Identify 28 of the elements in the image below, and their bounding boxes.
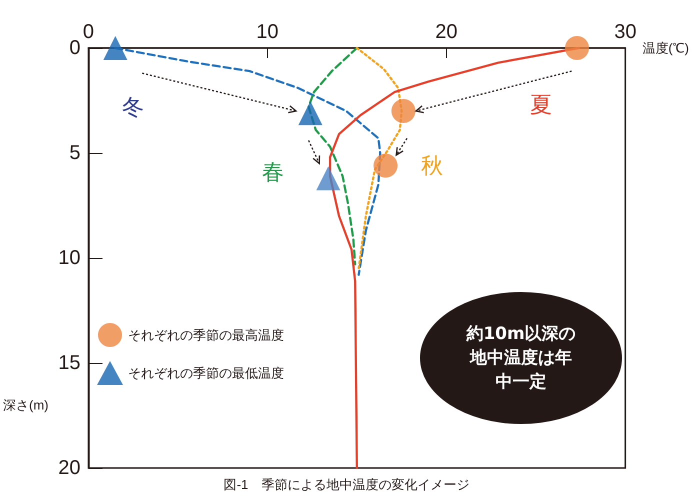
- y-tick-label: 5: [69, 142, 80, 164]
- text: 図-1 季節による地中温度の変化イメージ: [224, 477, 470, 492]
- x-tick-label: 0: [82, 21, 94, 43]
- legend-label: それぞれの季節の最高温度: [128, 328, 284, 342]
- x-tick-label: 20: [435, 21, 458, 43]
- x-tick-label: 30: [614, 21, 636, 43]
- point: [374, 154, 398, 178]
- point: [103, 36, 128, 60]
- point: [316, 166, 340, 190]
- annotation: 約10m以深の地中温度は年中一定: [465, 323, 577, 394]
- series-label: 夏: [530, 92, 552, 118]
- y-axis-title: 深さ(m): [2, 398, 48, 412]
- point: [391, 99, 416, 123]
- legend-label: それぞれの季節の最低温度: [128, 366, 284, 380]
- x-tick-label: 10: [256, 21, 279, 43]
- ellipse-callout: 約10m以深の地中温度は年中一定: [420, 292, 622, 424]
- y-tick-label: 20: [58, 457, 80, 479]
- line-series: [356, 46, 403, 270]
- x-axis-title: 温度(℃): [642, 40, 690, 56]
- line-series: [307, 46, 358, 266]
- series-label: 春: [262, 159, 284, 184]
- y-tick-label: 15: [58, 352, 80, 374]
- point: [298, 101, 322, 126]
- y-tick-label: 0: [69, 37, 80, 59]
- series-label: 冬: [122, 94, 144, 120]
- series-label: 秋: [421, 153, 444, 178]
- y-tick-label: 10: [58, 247, 80, 269]
- point: [565, 36, 590, 60]
